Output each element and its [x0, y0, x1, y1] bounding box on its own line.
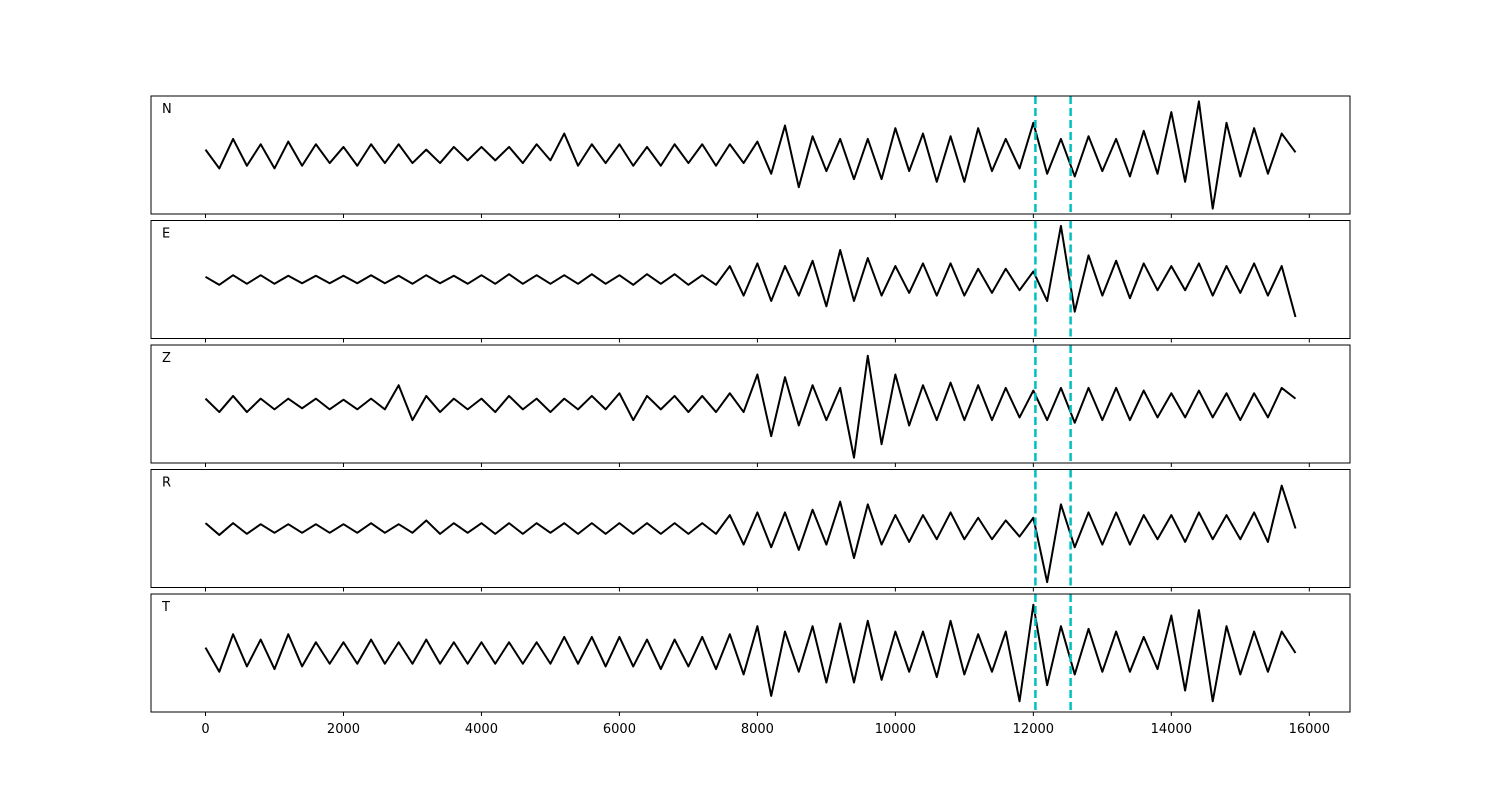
waveform — [204, 224, 1297, 318]
waveform — [204, 100, 1297, 210]
panel-frame — [150, 344, 1351, 464]
x-tick-label: 10000 — [875, 722, 916, 737]
x-tick-label: 12000 — [1013, 722, 1054, 737]
channel-label: E — [162, 227, 170, 242]
channel-label: N — [162, 102, 172, 117]
x-tick-label: 6000 — [603, 722, 636, 737]
x-tick-label: 16000 — [1289, 722, 1330, 737]
channel-label: T — [161, 600, 170, 615]
x-tick-label: 8000 — [741, 722, 774, 737]
x-tick-label: 0 — [201, 722, 209, 737]
waveform — [204, 603, 1297, 703]
panel-frame — [150, 95, 1351, 215]
x-tick-label: 2000 — [327, 722, 360, 737]
waveform — [204, 354, 1297, 459]
x-tick-label: 4000 — [465, 722, 498, 737]
panel-frame — [150, 469, 1351, 588]
panel-frame — [150, 220, 1351, 339]
channel-label: R — [162, 476, 171, 491]
channel-label: Z — [162, 351, 171, 366]
waveform — [204, 484, 1297, 584]
x-tick-label: 14000 — [1151, 722, 1192, 737]
panel-frame — [150, 593, 1351, 713]
